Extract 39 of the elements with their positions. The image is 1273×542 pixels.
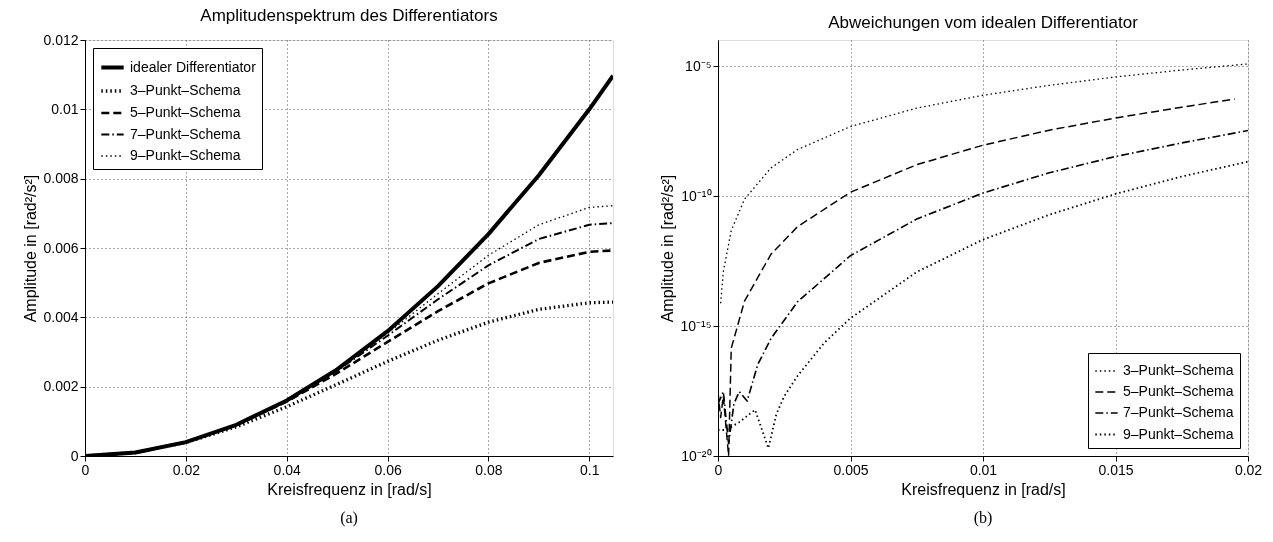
- y-tick-label: 10⁻¹⁰: [681, 187, 712, 204]
- text: (a): [340, 509, 358, 527]
- legend-label: 5–Punkt–Schema: [1123, 383, 1234, 399]
- y-tick-label: 0.006: [43, 239, 79, 256]
- y-axis-title: Amplitude in [rad²/s²]: [659, 174, 677, 323]
- chart-title: Amplitudenspektrum des Differentiators: [200, 6, 498, 25]
- x-tick-label: 0.01: [969, 461, 998, 478]
- y-tick-label: 0.004: [43, 308, 79, 325]
- x-tick-label: 0.04: [273, 461, 302, 478]
- x-tick-label: 0.015: [1098, 461, 1134, 478]
- y-tick-label: 0.01: [51, 100, 79, 117]
- legend-label: 9–Punkt–Schema: [130, 147, 241, 163]
- x-tick-label: 0.02: [172, 461, 201, 478]
- legend-label: 7–Punkt–Schema: [130, 125, 241, 142]
- x-tick-label: 0.005: [833, 461, 869, 478]
- y-tick-label: 0: [70, 447, 79, 464]
- x-axis-title: Kreisfrequenz in [rad/s]: [901, 480, 1066, 498]
- legend-label: 3–Punkt–Schema: [1123, 362, 1234, 378]
- x-tick-label: 0.06: [374, 461, 402, 478]
- x-tick-label: 0.1: [580, 461, 600, 478]
- legend-label: 5–Punkt–Schema: [130, 104, 241, 120]
- x-tick-label: 0: [81, 461, 90, 478]
- x-tick-label: 0.02: [1234, 461, 1263, 478]
- y-tick-label: 10⁻²⁰: [681, 447, 712, 464]
- text: (b): [973, 509, 993, 527]
- y-tick-label: 0.012: [43, 31, 79, 48]
- y-tick-label: 10⁻⁵: [685, 57, 712, 74]
- chart-title: Abweichungen vom idealen Differentiator: [828, 13, 1139, 32]
- y-tick-label: 10⁻¹⁵: [680, 317, 712, 334]
- x-tick-label: 0: [714, 461, 723, 478]
- x-axis-title: Kreisfrequenz in [rad/s]: [267, 480, 432, 498]
- y-tick-label: 0.008: [43, 170, 79, 187]
- legend-label: 3–Punkt–Schema: [130, 82, 241, 98]
- legend-label: idealer Differentiator: [130, 58, 257, 75]
- legend-label: 9–Punkt–Schema: [1123, 425, 1234, 442]
- y-axis-title: Amplitude in [rad²/s²]: [22, 174, 40, 323]
- y-tick-label: 0.002: [43, 378, 79, 395]
- x-tick-label: 0.08: [475, 461, 503, 478]
- legend-label: 7–Punkt–Schema: [1123, 404, 1234, 420]
